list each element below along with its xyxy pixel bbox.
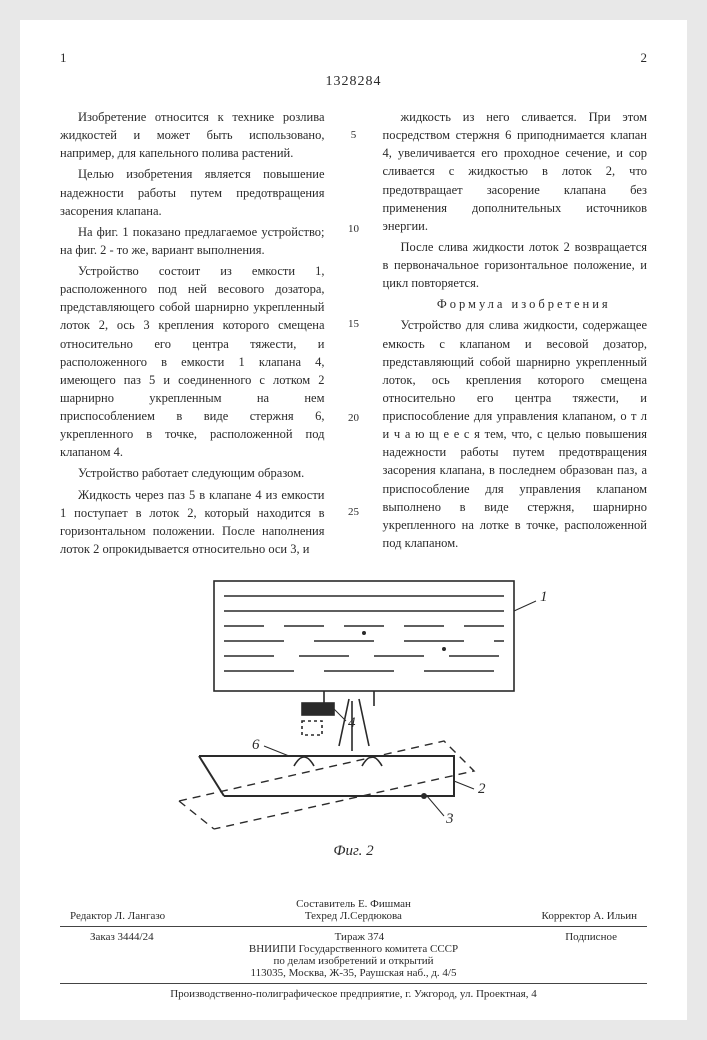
techred: Техред Л.Сердюкова bbox=[305, 910, 402, 922]
fig-label-6: 6 bbox=[252, 737, 260, 753]
org-line-2: по делам изобретений и открытий bbox=[60, 955, 647, 967]
para: Устройство состоит из емкости 1, располо… bbox=[60, 262, 325, 461]
line-marker: 25 bbox=[345, 505, 363, 521]
figure-caption: Фиг. 2 bbox=[60, 843, 647, 860]
line-marker: 10 bbox=[345, 222, 363, 238]
right-column: жидкость из него сливается. При этом пос… bbox=[383, 108, 648, 561]
line-marker: 20 bbox=[345, 411, 363, 427]
para: После слива жидкости лоток 2 возвращаетс… bbox=[383, 238, 648, 292]
address-1: 113035, Москва, Ж-35, Раушская наб., д. … bbox=[60, 967, 647, 979]
para: Устройство для слива жидкости, содержаще… bbox=[383, 316, 648, 552]
para: Изобретение относится к технике розлива … bbox=[60, 108, 325, 162]
para: Устройство работает следующим образом. bbox=[60, 464, 325, 482]
page-header: 1 2 bbox=[60, 50, 647, 66]
order-row: Заказ 3444/24 Тираж 374 Подписное bbox=[60, 931, 647, 943]
org-line-1: ВНИИПИ Государственного комитета СССР bbox=[60, 943, 647, 955]
para: На фиг. 1 показано предлагаемое устройст… bbox=[60, 223, 325, 259]
para: жидкость из него сливается. При этом пос… bbox=[383, 108, 648, 235]
order: Заказ 3444/24 bbox=[90, 931, 154, 943]
line-marker: 15 bbox=[345, 317, 363, 333]
patent-number: 1328284 bbox=[60, 74, 647, 90]
editor: Редактор Л. Лангазо bbox=[70, 910, 165, 922]
para: Целью изобретения является повышение над… bbox=[60, 165, 325, 219]
fig-label-4: 4 bbox=[348, 715, 356, 731]
page-num-left: 1 bbox=[60, 50, 67, 66]
figure-2: 1 4 6 2 3 Фиг. 2 bbox=[60, 571, 647, 860]
footer: Составитель Е. Фишман Редактор Л. Лангаз… bbox=[60, 898, 647, 1000]
figure-svg: 1 4 6 2 3 bbox=[144, 571, 564, 841]
fig-label-2: 2 bbox=[478, 781, 486, 797]
fig-label-3: 3 bbox=[445, 811, 454, 827]
subscription: Подписное bbox=[565, 931, 617, 943]
divider bbox=[60, 926, 647, 927]
line-marker: 5 bbox=[345, 128, 363, 144]
line-number-gutter: 5 10 15 20 25 bbox=[345, 108, 363, 561]
page-num-right: 2 bbox=[641, 50, 648, 66]
compiler: Составитель Е. Фишман bbox=[60, 898, 647, 910]
tirage: Тираж 374 bbox=[335, 931, 385, 943]
left-column: Изобретение относится к технике розлива … bbox=[60, 108, 325, 561]
credits-row: Редактор Л. Лангазо Техред Л.Сердюкова К… bbox=[60, 910, 647, 922]
formula-title: Формула изобретения bbox=[383, 295, 648, 313]
text-columns: Изобретение относится к технике розлива … bbox=[60, 108, 647, 561]
patent-page: 1 2 1328284 Изобретение относится к техн… bbox=[20, 20, 687, 1020]
para: Жидкость через паз 5 в клапане 4 из емко… bbox=[60, 486, 325, 559]
corrector: Корректор А. Ильин bbox=[542, 910, 637, 922]
fig-label-1: 1 bbox=[540, 589, 548, 605]
divider bbox=[60, 983, 647, 984]
address-2: Производственно-полиграфическое предприя… bbox=[60, 988, 647, 1000]
